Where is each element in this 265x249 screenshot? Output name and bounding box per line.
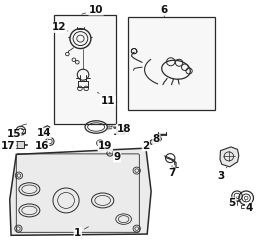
Polygon shape <box>43 126 50 132</box>
Text: 14: 14 <box>37 128 51 138</box>
Text: 2: 2 <box>142 141 153 151</box>
Text: 15: 15 <box>6 129 21 139</box>
Polygon shape <box>220 147 239 167</box>
Text: 9: 9 <box>109 152 121 162</box>
Text: 3: 3 <box>217 167 227 181</box>
Text: 4: 4 <box>245 200 253 213</box>
Text: 10: 10 <box>82 5 103 15</box>
Text: 11: 11 <box>98 92 115 106</box>
Polygon shape <box>10 148 151 235</box>
Text: 16: 16 <box>34 141 49 151</box>
Text: 7: 7 <box>168 166 176 178</box>
Text: 19: 19 <box>98 141 113 151</box>
Text: 12: 12 <box>52 22 68 32</box>
Polygon shape <box>150 137 162 144</box>
Bar <box>11 141 24 148</box>
Text: 13: 13 <box>109 127 127 137</box>
Text: 5: 5 <box>229 197 237 208</box>
Bar <box>127 17 215 110</box>
Bar <box>54 15 116 124</box>
Text: 6: 6 <box>161 5 168 17</box>
Text: 18: 18 <box>113 124 131 134</box>
Text: 17: 17 <box>1 141 17 151</box>
Text: 8: 8 <box>153 134 162 144</box>
Text: 1: 1 <box>74 227 89 238</box>
